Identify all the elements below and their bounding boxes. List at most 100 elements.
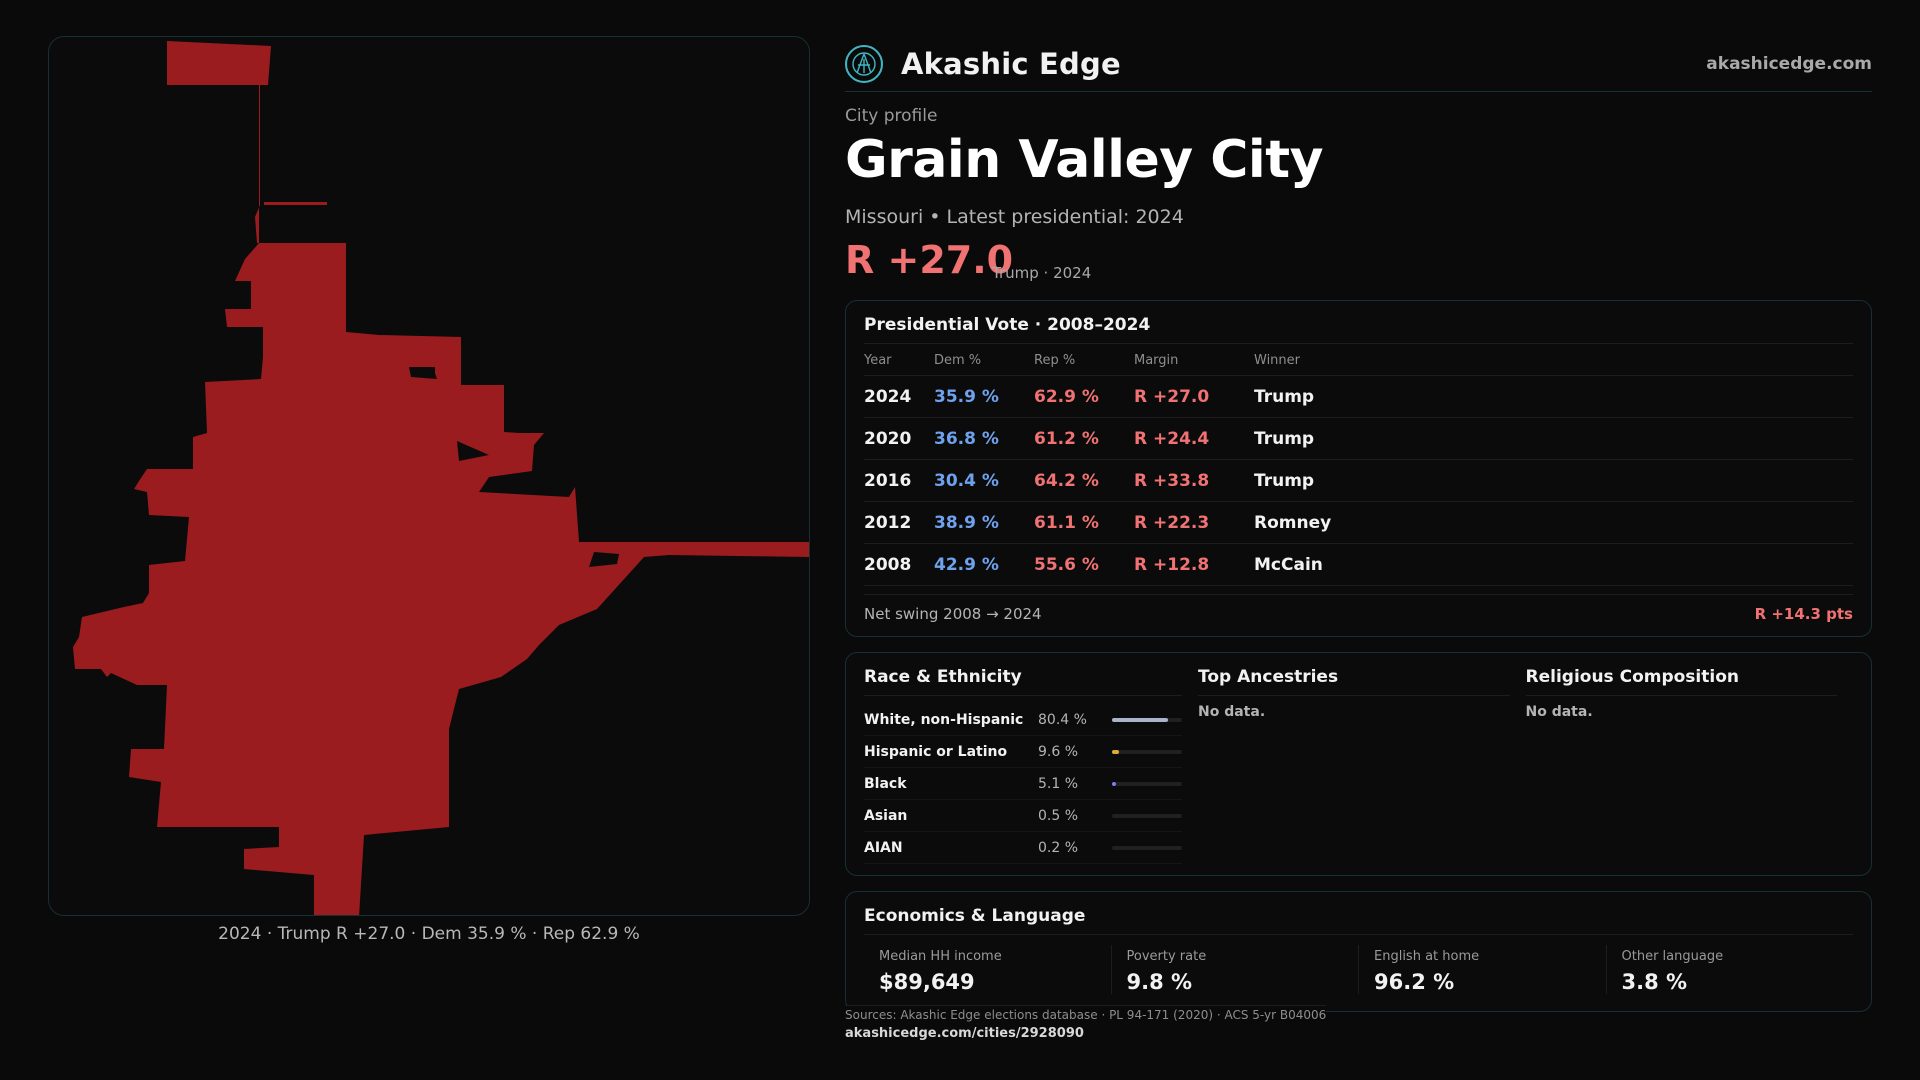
row-rep-pct: 62.9 % — [1034, 375, 1134, 418]
table-row: 2016 30.4 % 64.2 % R +33.8 Trump — [864, 459, 1853, 502]
column-header-year: Year — [864, 346, 934, 376]
net-swing-label: Net swing 2008 → 2024 — [864, 605, 1042, 623]
row-year: 2016 — [864, 459, 934, 502]
race-ethnicity-list: White, non-Hispanic 80.4 % Hispanic or L… — [864, 704, 1182, 864]
headline-winner-note: Trump · 2024 — [992, 264, 1092, 282]
race-share-bar — [1112, 781, 1182, 786]
economics-language-title: Economics & Language — [864, 906, 1853, 935]
row-rep-pct: 55.6 % — [1034, 543, 1134, 586]
row-year: 2024 — [864, 375, 934, 418]
religious-composition-empty: No data. — [1525, 704, 1593, 720]
table-row: 2012 38.9 % 61.1 % R +22.3 Romney — [864, 501, 1853, 544]
race-name: Black — [864, 775, 907, 792]
row-year: 2020 — [864, 417, 934, 460]
religious-composition-title: Religious Composition — [1525, 667, 1837, 696]
econ-value: 9.8 % — [1126, 970, 1193, 994]
econ-cell-english-at-home: English at home 96.2 % — [1358, 945, 1606, 994]
race-name: Asian — [864, 807, 908, 824]
race-row: White, non-Hispanic 80.4 % — [864, 704, 1182, 736]
city-boundary-map — [48, 36, 810, 916]
race-pct: 0.2 % — [1038, 839, 1079, 856]
row-margin: R +24.4 — [1134, 417, 1254, 460]
table-header-row: Year Dem % Rep % Margin Winner — [864, 346, 1853, 376]
demographics-card: Race & Ethnicity White, non-Hispanic 80.… — [845, 652, 1872, 876]
sources-note: Sources: Akashic Edge elections database… — [845, 1005, 1327, 1022]
row-winner: McCain — [1254, 543, 1853, 586]
race-name: White, non-Hispanic — [864, 711, 1024, 728]
econ-cell-other-language: Other language 3.8 % — [1605, 945, 1854, 994]
econ-value: $89,649 — [879, 970, 975, 994]
race-pct: 80.4 % — [1038, 711, 1087, 728]
top-ancestries-empty: No data. — [1198, 704, 1266, 720]
race-pct: 9.6 % — [1038, 743, 1079, 760]
religious-composition-section: Religious Composition No data. — [1525, 667, 1854, 861]
row-winner: Trump — [1254, 417, 1853, 460]
row-margin: R +27.0 — [1134, 375, 1254, 418]
page-kicker: City profile — [845, 106, 938, 126]
row-dem-pct: 38.9 % — [934, 501, 1034, 544]
econ-cell-median-income: Median HH income $89,649 — [864, 945, 1111, 994]
econ-label: English at home — [1374, 949, 1480, 964]
race-row: Asian 0.5 % — [864, 800, 1182, 832]
race-share-bar — [1112, 813, 1182, 818]
table-row: 2008 42.9 % 55.6 % R +12.8 McCain — [864, 543, 1853, 586]
race-ethnicity-title: Race & Ethnicity — [864, 667, 1182, 696]
top-ancestries-title: Top Ancestries — [1198, 667, 1510, 696]
race-row: Black 5.1 % — [864, 768, 1182, 800]
row-rep-pct: 61.1 % — [1034, 501, 1134, 544]
column-header-margin: Margin — [1134, 346, 1254, 376]
race-row: AIAN 0.2 % — [864, 832, 1182, 864]
econ-label: Median HH income — [879, 949, 1002, 964]
row-margin: R +12.8 — [1134, 543, 1254, 586]
city-subtitle: Missouri • Latest presidential: 2024 — [845, 206, 1184, 228]
race-pct: 0.5 % — [1038, 807, 1079, 824]
row-margin: R +22.3 — [1134, 501, 1254, 544]
row-winner: Trump — [1254, 459, 1853, 502]
column-header-winner: Winner — [1254, 346, 1853, 376]
row-dem-pct: 35.9 % — [934, 375, 1034, 418]
race-share-bar — [1112, 845, 1182, 850]
row-year: 2012 — [864, 501, 934, 544]
net-swing-row: Net swing 2008 → 2024 R +14.3 pts — [864, 594, 1853, 623]
page-title: Grain Valley City — [845, 130, 1324, 190]
logo-glyph — [852, 51, 876, 76]
row-year: 2008 — [864, 543, 934, 586]
row-dem-pct: 42.9 % — [934, 543, 1034, 586]
row-winner: Romney — [1254, 501, 1853, 544]
map-caption: 2024 · Trump R +27.0 · Dem 35.9 % · Rep … — [218, 924, 640, 944]
presidential-vote-title: Presidential Vote · 2008–2024 — [864, 315, 1853, 344]
economics-language-card: Economics & Language Median HH income $8… — [845, 891, 1872, 1012]
site-header: Akashic Edge akashicedge.com — [845, 36, 1872, 92]
city-boundary-shape — [73, 41, 809, 915]
econ-value: 3.8 % — [1621, 970, 1688, 994]
econ-value: 96.2 % — [1374, 970, 1455, 994]
race-share-fill — [1112, 781, 1116, 786]
row-dem-pct: 30.4 % — [934, 459, 1034, 502]
econ-label: Other language — [1621, 949, 1724, 964]
race-name: Hispanic or Latino — [864, 743, 1008, 760]
race-share-fill — [1112, 717, 1169, 722]
race-share-fill — [1112, 749, 1119, 754]
top-ancestries-section: Top Ancestries No data. — [1198, 667, 1526, 861]
column-header-rep: Rep % — [1034, 346, 1134, 376]
akashic-logo-icon[interactable] — [845, 44, 883, 83]
race-pct: 5.1 % — [1038, 775, 1079, 792]
presidential-vote-card: Presidential Vote · 2008–2024 Year Dem %… — [845, 300, 1872, 637]
row-dem-pct: 36.8 % — [934, 417, 1034, 460]
race-share-bar — [1112, 749, 1182, 754]
table-row: 2020 36.8 % 61.2 % R +24.4 Trump — [864, 417, 1853, 460]
table-row: 2024 35.9 % 62.9 % R +27.0 Trump — [864, 375, 1853, 418]
net-swing-value: R +14.3 pts — [1754, 605, 1853, 623]
permalink-link[interactable]: akashicedge.com/cities/2928090 — [845, 1026, 1084, 1041]
presidential-vote-table: Year Dem % Rep % Margin Winner 2024 35.9… — [864, 346, 1853, 586]
row-margin: R +33.8 — [1134, 459, 1254, 502]
headline-margin: R +27.0 — [845, 238, 1014, 282]
brand-name[interactable]: Akashic Edge — [901, 46, 1121, 81]
race-share-bar — [1112, 717, 1182, 722]
site-url-link[interactable]: akashicedge.com — [1706, 53, 1872, 74]
row-rep-pct: 61.2 % — [1034, 417, 1134, 460]
econ-cell-poverty-rate: Poverty rate 9.8 % — [1110, 945, 1359, 994]
econ-label: Poverty rate — [1126, 949, 1207, 964]
race-name: AIAN — [864, 839, 903, 856]
race-ethnicity-section: Race & Ethnicity White, non-Hispanic 80.… — [864, 667, 1198, 864]
